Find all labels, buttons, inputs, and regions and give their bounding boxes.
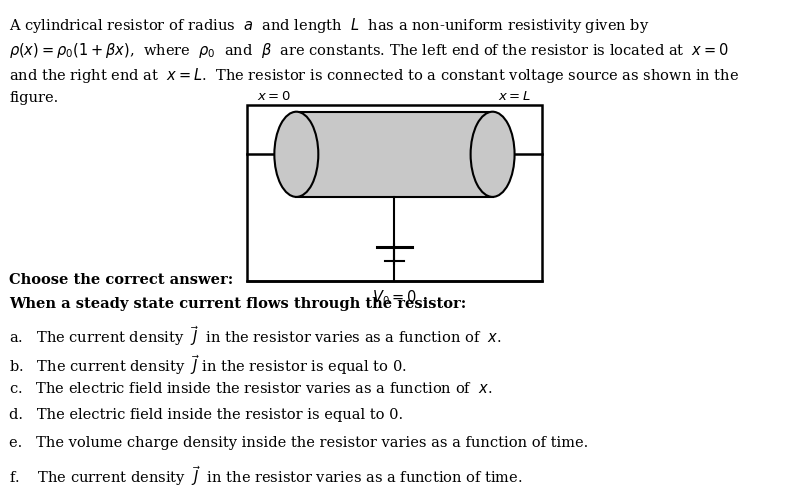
Bar <box>247 105 542 281</box>
Text: $\rho(x)= \rho_0(1+\beta x)$,  where  $\rho_0$  and  $\beta$  are constants. The: $\rho(x)= \rho_0(1+\beta x)$, where $\rh… <box>9 41 729 60</box>
Text: d.   The electric field inside the resistor is equal to 0.: d. The electric field inside the resisto… <box>9 408 403 422</box>
Bar <box>296 112 493 197</box>
Text: $V_0=0$: $V_0=0$ <box>372 288 417 307</box>
Text: c.   The electric field inside the resistor varies as a function of  $x$.: c. The electric field inside the resisto… <box>9 381 493 396</box>
Text: figure.: figure. <box>9 91 59 105</box>
Text: Choose the correct answer:: Choose the correct answer: <box>9 273 234 287</box>
Text: When a steady state current flows through the resistor:: When a steady state current flows throug… <box>9 297 466 311</box>
Text: $x=L$: $x=L$ <box>498 90 531 103</box>
Ellipse shape <box>274 112 319 197</box>
Text: e.   The volume charge density inside the resistor varies as a function of time.: e. The volume charge density inside the … <box>9 436 589 450</box>
Text: A cylindrical resistor of radius  $a$  and length  $L$  has a non-uniform resist: A cylindrical resistor of radius $a$ and… <box>9 16 650 35</box>
Text: $x=0$: $x=0$ <box>257 90 291 103</box>
Text: and the right end at  $x=L$.  The resistor is connected to a constant voltage so: and the right end at $x=L$. The resistor… <box>9 66 739 85</box>
Ellipse shape <box>470 112 515 197</box>
Text: b.   The current density  $\vec{J}$ in the resistor is equal to 0.: b. The current density $\vec{J}$ in the … <box>9 353 407 377</box>
Text: f.    The current density  $\vec{J}$  in the resistor varies as a function of ti: f. The current density $\vec{J}$ in the … <box>9 464 523 488</box>
Text: a.   The current density  $\vec{J}$  in the resistor varies as a function of  $x: a. The current density $\vec{J}$ in the … <box>9 324 502 348</box>
